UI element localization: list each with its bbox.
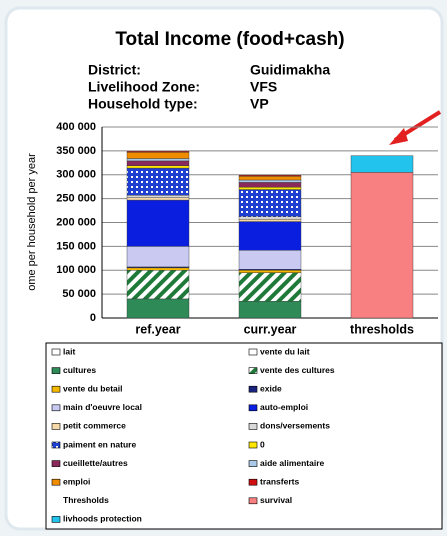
bar-segment <box>238 221 302 251</box>
legend-swatch <box>51 404 61 412</box>
bar-segment <box>238 301 302 319</box>
legend-swatch <box>248 367 258 374</box>
legend-label: exide <box>260 383 282 393</box>
legend-swatch <box>248 385 258 393</box>
chart-title: Total Income (food+cash) <box>115 29 344 50</box>
legend-label: cultures <box>63 365 96 375</box>
y-tick-label: 100 000 <box>56 264 96 276</box>
bar-segment <box>238 218 302 222</box>
bar-segment <box>126 165 190 169</box>
legend-label: auto-emploi <box>260 402 308 412</box>
y-axis-label: ome per household per year <box>26 153 38 291</box>
bar-segment <box>350 155 414 173</box>
legend-label: lait <box>63 346 75 356</box>
bar-segment <box>238 249 302 270</box>
bar-segment <box>350 172 414 319</box>
legend-label: dons/versements <box>260 421 330 431</box>
y-tick-label: 150 000 <box>56 240 96 252</box>
bar-segment <box>238 270 302 273</box>
legend-swatch <box>248 441 258 449</box>
bar-segment <box>238 186 302 190</box>
bar-segment <box>238 175 302 181</box>
legend-label: 0 <box>260 439 265 449</box>
bar-segment <box>238 189 302 217</box>
bar-segment <box>126 199 190 247</box>
info-label: District: <box>88 62 141 78</box>
legend-label: vente du lait <box>260 346 310 356</box>
x-tick-label: thresholds <box>350 322 414 336</box>
bar-segment <box>238 216 302 220</box>
legend-label: livhoods protection <box>63 514 142 524</box>
bar-segment <box>126 267 190 271</box>
y-tick-label: 400 000 <box>56 121 96 133</box>
bar-segment <box>126 197 190 201</box>
x-tick-label: curr.year <box>244 322 297 336</box>
legend-swatch <box>51 385 61 393</box>
bar-segment <box>238 272 302 302</box>
legend-swatch <box>248 404 258 412</box>
legend-swatch <box>248 478 258 486</box>
y-tick-label: 200 000 <box>56 216 96 228</box>
bar-segment <box>126 167 190 196</box>
legend-swatch <box>248 497 258 505</box>
bar-segment <box>238 175 302 177</box>
bar-segment <box>126 160 190 166</box>
arrow-head <box>389 128 408 145</box>
bar-segment <box>126 270 190 300</box>
legend-label: cueillette/autres <box>63 458 128 468</box>
y-tick-label: 250 000 <box>56 193 96 205</box>
bar-segment <box>126 298 190 319</box>
legend-swatch <box>248 348 258 356</box>
bar-segment <box>126 246 190 268</box>
bar-segment <box>126 151 190 153</box>
legend-swatch <box>248 460 258 467</box>
legend-label: vente du betail <box>63 383 123 393</box>
bar-segment <box>238 182 302 188</box>
legend-swatch <box>51 441 61 449</box>
legend-swatch <box>51 367 61 374</box>
legend-swatch <box>51 423 61 430</box>
info-value: Guidimakha <box>250 62 330 78</box>
legend-label: main d'oeuvre local <box>63 402 142 412</box>
legend-label: vente des cultures <box>260 365 335 375</box>
legend-swatch <box>248 423 258 430</box>
legend-label: emploi <box>63 476 90 486</box>
legend-label: petit commerce <box>63 421 126 431</box>
bar-segment <box>126 158 190 162</box>
bar-segment <box>238 179 302 183</box>
info-label: Household type: <box>88 96 198 112</box>
y-tick-label: 50 000 <box>62 288 96 300</box>
x-tick-label: ref.year <box>135 322 180 336</box>
legend-label: paiment en nature <box>63 439 136 449</box>
info-label: Livelihood Zone: <box>88 79 200 95</box>
bar-segment <box>126 195 190 198</box>
legend-swatch <box>51 516 61 523</box>
legend-title: Thresholds <box>63 495 109 505</box>
y-tick-label: 350 000 <box>56 145 96 157</box>
info-value: VFS <box>250 79 277 95</box>
legend-label: survival <box>260 495 292 505</box>
legend-label: aide alimentaire <box>260 458 325 468</box>
legend-label: transferts <box>260 476 299 486</box>
y-tick-label: 300 000 <box>56 169 96 181</box>
legend-box <box>45 342 443 530</box>
legend-swatch <box>51 460 61 467</box>
bar-segment <box>126 152 190 159</box>
y-tick-label: 0 <box>90 312 96 324</box>
legend-swatch <box>51 348 61 356</box>
info-value: VP <box>250 96 269 112</box>
legend-swatch <box>51 478 61 486</box>
